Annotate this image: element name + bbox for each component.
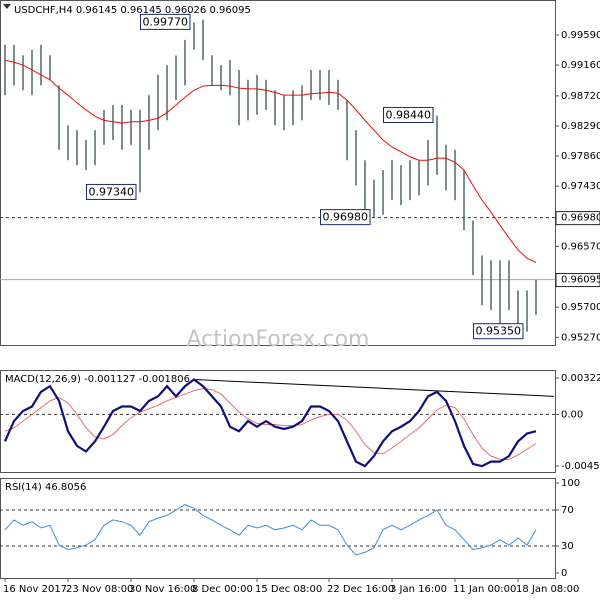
x-tick-label: 22 Dec 16:00 <box>327 584 394 595</box>
annotation-box <box>320 209 371 226</box>
x-tick-label: 16 Nov 2017 <box>3 584 67 595</box>
y-tick-label: 0.96570 <box>561 241 600 252</box>
x-tick-label: 11 Jan 00:00 <box>453 584 516 595</box>
y-tick-label: 0.95700 <box>561 302 600 313</box>
price-annotation: 0.98440 <box>386 108 432 121</box>
indicator-line <box>4 504 537 556</box>
price-annotation: 0.96980 <box>323 211 369 224</box>
panel-title: MACD(12,26,9) -0.001127 -0.001806 <box>5 374 190 385</box>
y-tick-label: 0.96980 <box>561 213 600 224</box>
y-tick-label: 0.98720 <box>561 91 600 102</box>
x-tick-label: 15 Dec 08:00 <box>255 584 322 595</box>
panel-frame <box>0 0 556 346</box>
indicator-line <box>3 378 537 468</box>
annotation-box <box>140 13 191 30</box>
annotation-box <box>473 323 524 340</box>
price-annotation: 0.95350 <box>476 325 522 338</box>
x-tick-label: 18 Jan 08:00 <box>516 584 579 595</box>
y-tick-label: 30 <box>561 541 574 552</box>
y-tick-label: 0.95270 <box>561 332 600 343</box>
price-annotation: 0.97340 <box>89 185 135 198</box>
tick-box <box>555 273 600 288</box>
tick-box <box>555 211 600 226</box>
y-tick-label: 0 <box>561 568 567 579</box>
annotation-box <box>383 106 434 123</box>
panel-title: RSI(14) 46.8056 <box>5 482 86 493</box>
y-tick-label: 100 <box>561 478 580 489</box>
annotation-box <box>86 183 137 200</box>
panel-frame <box>0 478 556 579</box>
panel-frame <box>0 370 556 473</box>
y-tick-label: 70 <box>561 505 574 516</box>
watermark: ActionForex.com <box>187 327 370 352</box>
y-tick-label: 0.003228 <box>561 373 600 384</box>
panel-title: USDCHF,H4 0.96145 0.96145 0.96026 0.9609… <box>14 5 251 16</box>
x-tick-label: 8 Dec 00:00 <box>192 584 253 595</box>
x-tick-label: 3 Jan 16:00 <box>390 584 447 595</box>
x-tick-label: 30 Nov 16:00 <box>129 584 196 595</box>
x-tick-label: 23 Nov 08:00 <box>66 584 133 595</box>
price-annotation: 0.99770 <box>143 15 189 28</box>
y-tick-label: 0.99590 <box>561 30 600 41</box>
y-tick-label: 0.97860 <box>561 151 600 162</box>
y-tick-label: 0.96095 <box>561 275 600 286</box>
y-tick-label: -0.004588 <box>561 461 600 472</box>
y-tick-label: 0.99160 <box>561 60 600 71</box>
moving-average <box>4 59 537 263</box>
y-tick-label: 0.98290 <box>561 121 600 132</box>
y-tick-label: 0.00 <box>561 409 583 420</box>
menu-icon <box>3 4 11 9</box>
y-tick-label: 0.97430 <box>561 181 600 192</box>
trend-line <box>193 378 555 397</box>
